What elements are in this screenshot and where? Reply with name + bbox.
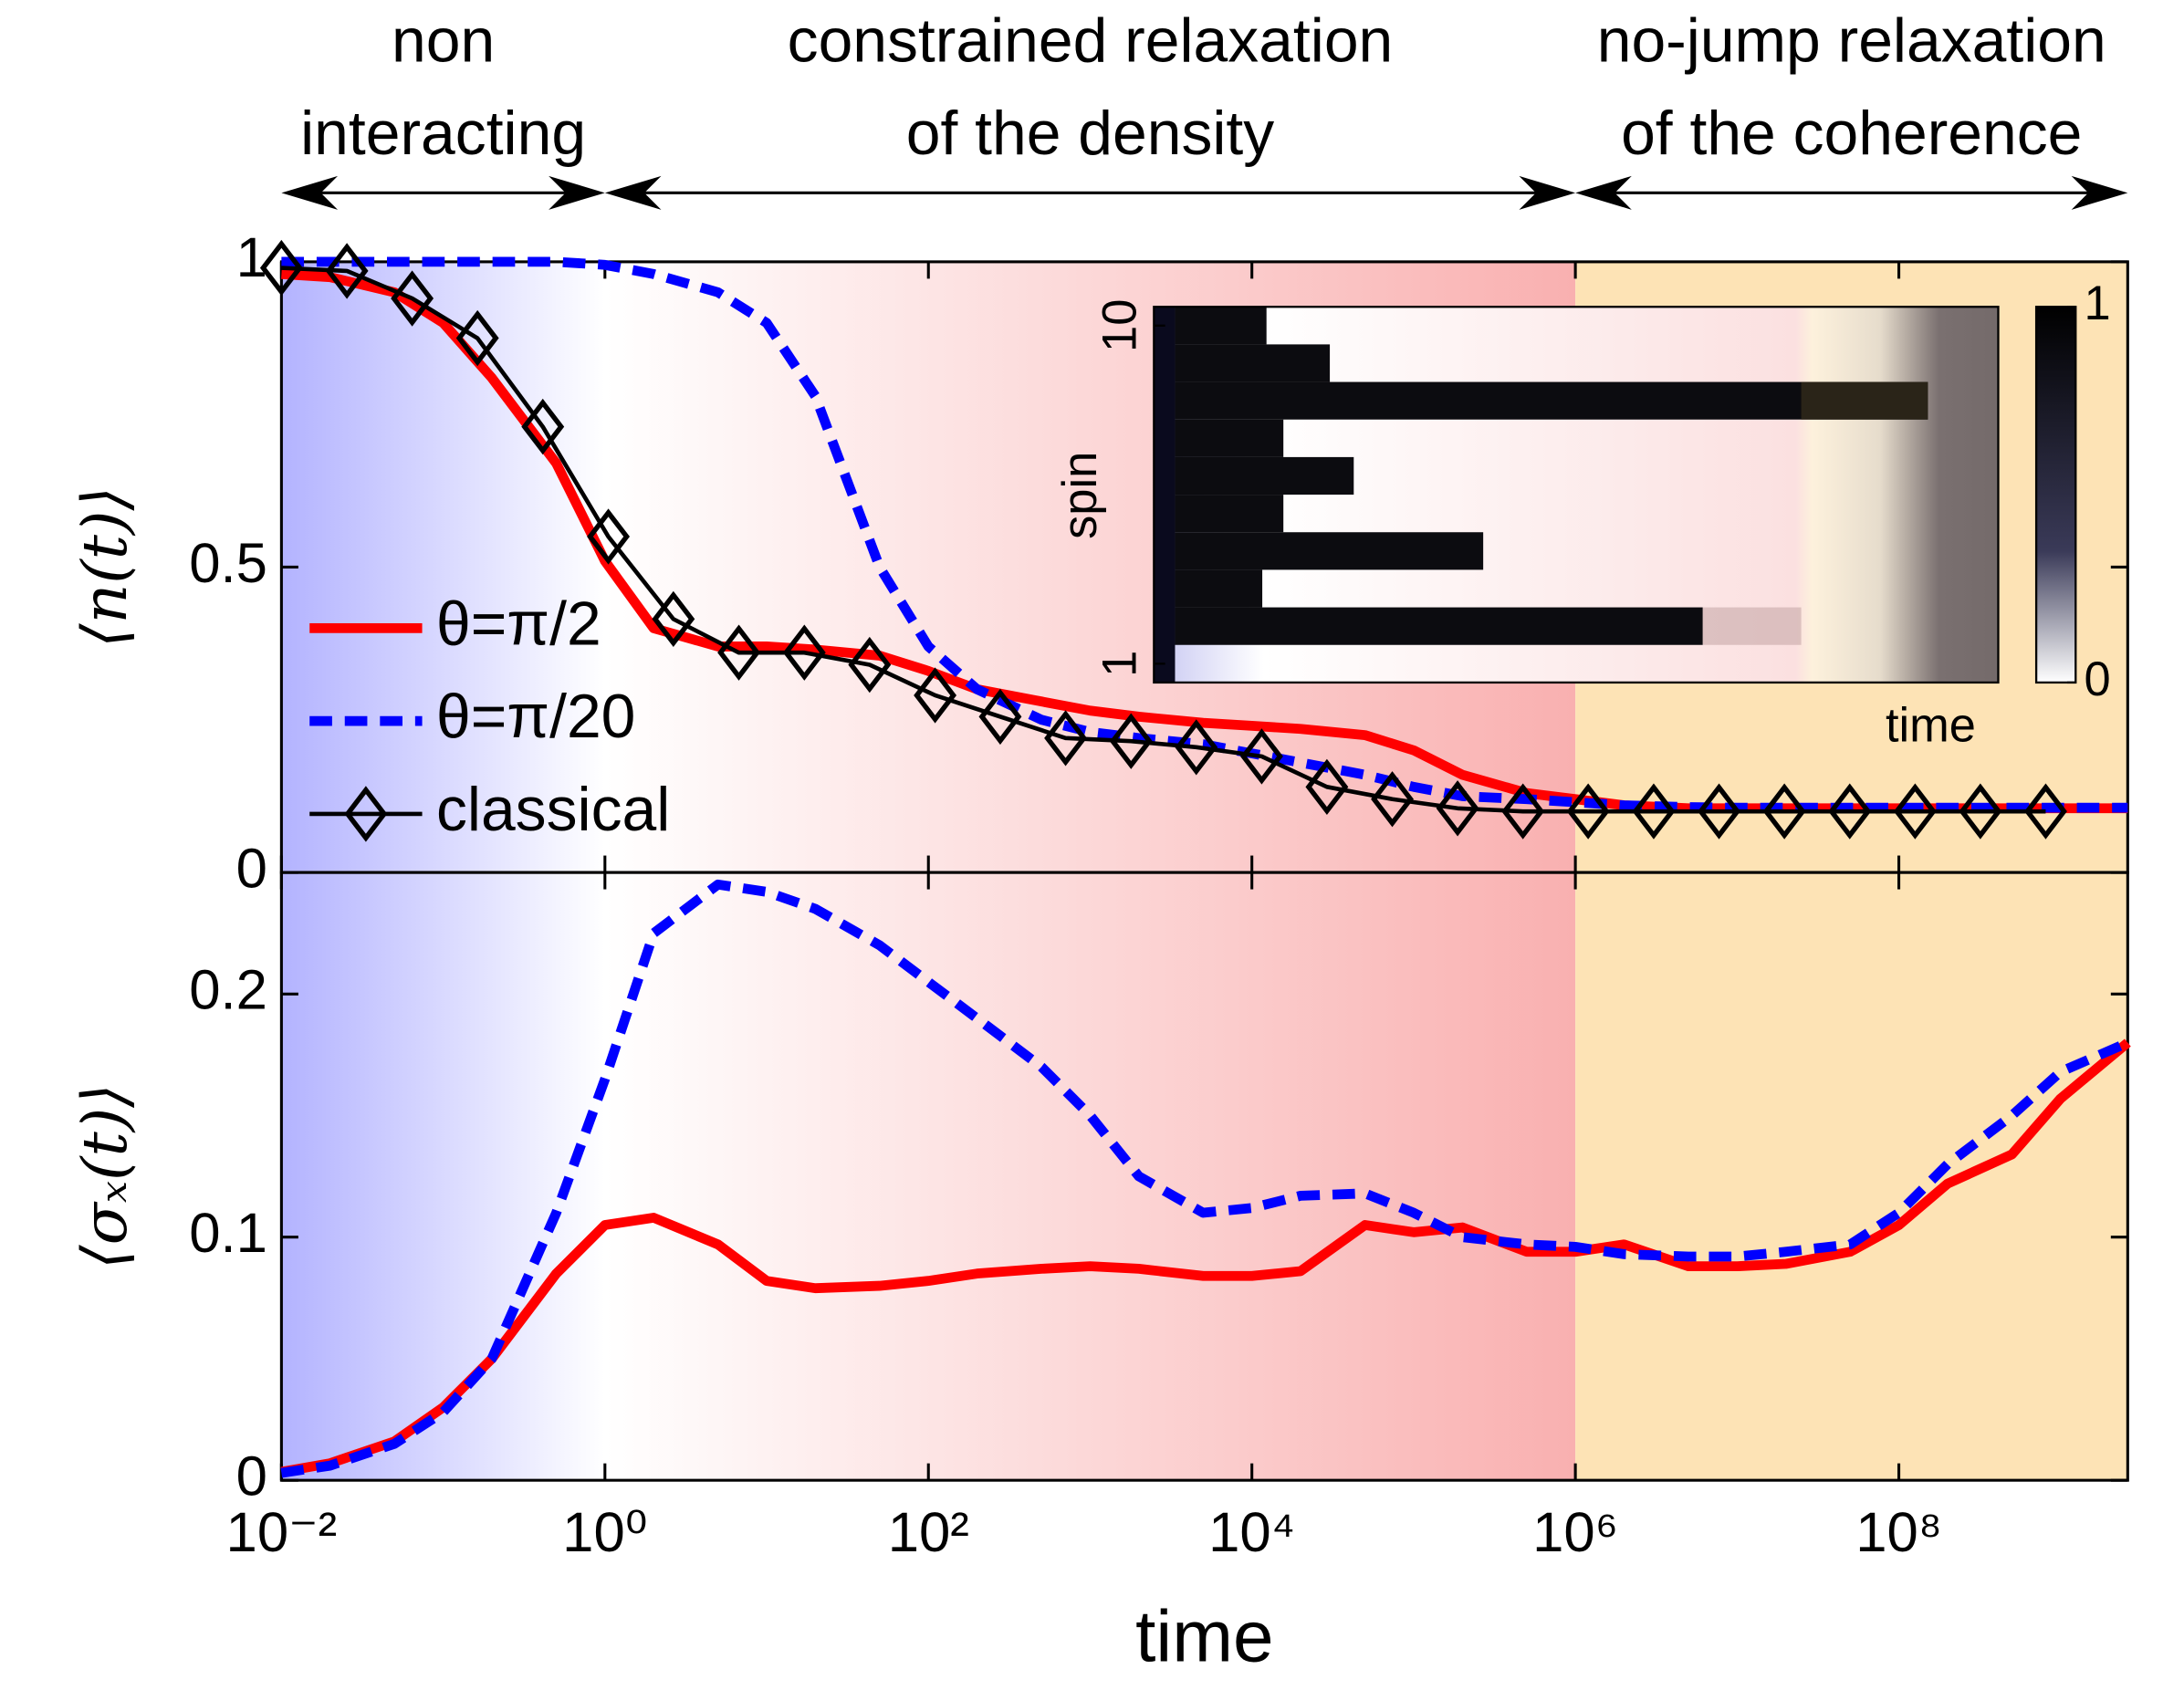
diamond-marker xyxy=(521,398,565,455)
diamond-marker xyxy=(1698,783,1740,840)
heatmap-cell xyxy=(1175,344,1331,382)
diamond-marker xyxy=(717,624,760,681)
heatmap-cell xyxy=(1702,607,1802,645)
diamond-marker xyxy=(1044,710,1088,767)
y-tick-label: 0.2 xyxy=(189,959,267,1022)
diamond-marker xyxy=(259,239,303,297)
colorbar xyxy=(2034,306,2077,684)
y-axis-title: ⟨n(t)⟩ xyxy=(68,486,141,648)
legend-label: θ=π/2 xyxy=(436,589,601,658)
legend-label: classical xyxy=(436,776,670,844)
inset-y-label: spin xyxy=(1054,452,1107,539)
diamond-marker xyxy=(1566,783,1610,840)
diamond-marker xyxy=(1109,713,1153,769)
diamond-marker xyxy=(1436,780,1479,837)
diamond-marker xyxy=(1828,783,1872,840)
y-tick-label: 0 xyxy=(236,837,267,900)
arrow-head xyxy=(1575,175,1632,210)
diamond-marker xyxy=(978,688,1022,746)
plot-area: non interacting constrained relaxation of t… xyxy=(68,6,2131,1677)
x-tick-label: 10⁶ xyxy=(1532,1501,1618,1564)
plot-frame xyxy=(279,871,2129,1482)
region-label: constrained relaxation xyxy=(788,6,1394,75)
diamond-marker xyxy=(1959,783,2002,840)
heatmap-cell xyxy=(1801,381,1928,420)
legend-label: θ=π/20 xyxy=(436,683,635,751)
arrow-head xyxy=(549,175,605,210)
diamond-marker xyxy=(1893,783,1937,840)
x-axis-title: time xyxy=(1135,1595,1273,1677)
diamond-marker xyxy=(455,309,499,367)
heatmap-cells xyxy=(1154,307,1928,683)
arrow-head xyxy=(2071,175,2128,210)
x-tick-label: 10² xyxy=(888,1501,969,1564)
inset-x-label: time xyxy=(1886,700,1976,753)
colorbar-tick-label: 1 xyxy=(2085,277,2111,330)
diamond-marker xyxy=(1501,783,1545,840)
heatmap-cell xyxy=(1175,495,1284,533)
inset: time spin 1 10 0 1 xyxy=(1054,277,2111,753)
y-tick-label: 0.5 xyxy=(189,532,267,595)
heatmap-cell xyxy=(1175,569,1263,608)
diamond-marker xyxy=(1632,783,1676,840)
diamond-marker xyxy=(1305,758,1349,816)
colorbar-tick-label: 0 xyxy=(2085,653,2111,706)
diamond-marker xyxy=(652,590,695,648)
diamond-marker xyxy=(587,508,631,565)
diamond-marker xyxy=(848,636,892,694)
heatmap-cell xyxy=(1154,307,1176,683)
diamond-marker xyxy=(1371,771,1414,828)
heatmap-cell xyxy=(1175,419,1284,457)
inset-y-tick-label: 1 xyxy=(1093,651,1146,677)
x-tick-label: 10⁸ xyxy=(1855,1501,1942,1564)
region-label: of the coherence xyxy=(1621,99,2082,168)
region-label: non xyxy=(392,6,495,75)
heatmap-cell xyxy=(1175,307,1267,345)
diamond-marker xyxy=(1240,728,1283,785)
diamond-marker xyxy=(1762,783,1806,840)
heatmap-cell xyxy=(1175,607,1703,645)
diamond-marker xyxy=(391,270,434,327)
region-label: interacting xyxy=(300,99,586,168)
arrow-head xyxy=(281,175,339,210)
legend-marker xyxy=(344,786,388,842)
heatmap-cell xyxy=(1175,456,1354,496)
x-tick-label: 10⁴ xyxy=(1208,1501,1295,1564)
heatmap-cell xyxy=(1175,532,1484,570)
series-line xyxy=(281,266,2046,814)
series-line xyxy=(281,256,2128,813)
diamond-marker xyxy=(1175,719,1218,776)
arrow-head xyxy=(1519,175,1576,210)
y-tick-label: 0 xyxy=(236,1445,267,1507)
series-line xyxy=(280,1038,2131,1477)
region-label: no-jump relaxation xyxy=(1597,6,2106,75)
x-tick-label: 10⁻² xyxy=(226,1501,338,1564)
diamond-marker xyxy=(2024,783,2067,840)
arrow-head xyxy=(604,175,662,210)
diamond-marker xyxy=(914,667,957,724)
y-tick-label: 1 xyxy=(236,226,267,289)
x-tick-label: 10⁰ xyxy=(562,1501,647,1564)
diamond-marker xyxy=(782,624,826,681)
inset-frame xyxy=(1153,306,2000,684)
y-axis-title: ⟨σₓ(t)⟩ xyxy=(68,1083,141,1268)
diamond-marker xyxy=(325,243,369,299)
region-label: of the density xyxy=(906,99,1275,168)
series-line xyxy=(280,879,2130,1478)
inset-y-tick-label: 10 xyxy=(1093,299,1146,352)
y-tick-label: 0.1 xyxy=(189,1202,267,1265)
